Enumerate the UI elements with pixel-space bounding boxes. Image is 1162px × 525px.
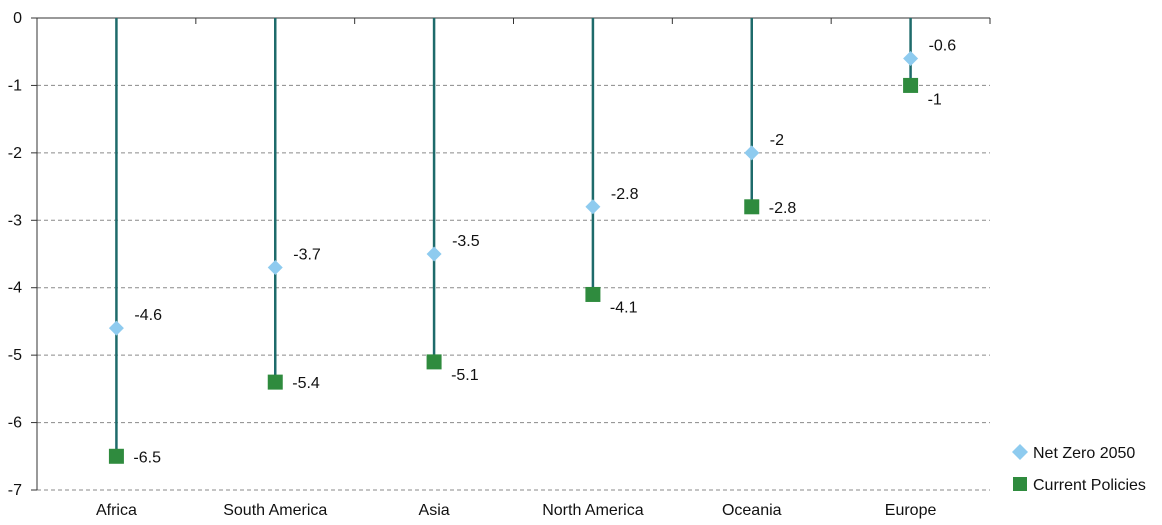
axes: 0 -1 -2 -3 -4 -5 -6 -7 Africa South America Asia No… bbox=[8, 10, 991, 519]
x-tick-label: Oceania bbox=[722, 502, 782, 519]
current-policies-label: -1 bbox=[928, 91, 942, 108]
legend: Net Zero 2050 Current Policies bbox=[1012, 444, 1146, 494]
y-tick-label: -5 bbox=[8, 347, 22, 364]
x-tick-label: Asia bbox=[419, 502, 450, 519]
data-marks bbox=[108, 50, 919, 464]
net-zero-label: -4.6 bbox=[134, 307, 162, 324]
current-policies-marker bbox=[267, 374, 283, 390]
legend-net-zero-icon bbox=[1012, 444, 1028, 460]
current-policies-marker bbox=[903, 77, 919, 93]
net-zero-label: -2 bbox=[770, 132, 784, 149]
y-tick-label: -7 bbox=[8, 482, 22, 499]
legend-current-policies-icon bbox=[1013, 477, 1027, 491]
current-policies-label: -4.1 bbox=[610, 299, 638, 316]
net-zero-label: -2.8 bbox=[611, 186, 639, 203]
data-labels: -4.6 -6.5 -3.7 -5.4 -3.5 -5.1 -2.8 -4.1 -2 -2.8 -0… bbox=[133, 37, 956, 466]
current-policies-label: -2.8 bbox=[769, 200, 797, 217]
x-tick-label: North America bbox=[542, 502, 643, 519]
net-zero-marker bbox=[903, 50, 919, 66]
y-tick-label: -3 bbox=[8, 212, 22, 229]
net-zero-marker bbox=[585, 199, 601, 215]
net-zero-marker bbox=[426, 246, 442, 262]
y-tick-label: -6 bbox=[8, 415, 22, 432]
net-zero-label: -3.5 bbox=[452, 233, 480, 250]
current-policies-marker bbox=[744, 199, 760, 215]
y-tick-label: -4 bbox=[8, 280, 22, 297]
x-tick-label: Africa bbox=[96, 502, 137, 519]
net-zero-label: -0.6 bbox=[929, 37, 957, 54]
y-tick-label: -1 bbox=[8, 77, 22, 94]
x-tick-label: Europe bbox=[885, 502, 937, 519]
gridlines bbox=[37, 84, 990, 491]
legend-net-zero-label: Net Zero 2050 bbox=[1033, 445, 1135, 462]
legend-current-policies-label: Current Policies bbox=[1033, 477, 1146, 494]
y-tick-label: 0 bbox=[13, 10, 22, 27]
net-zero-label: -3.7 bbox=[293, 246, 321, 263]
net-zero-marker bbox=[267, 259, 283, 275]
current-policies-label: -6.5 bbox=[133, 449, 161, 466]
current-policies-marker bbox=[585, 286, 601, 302]
current-policies-label: -5.1 bbox=[451, 367, 479, 384]
current-policies-marker bbox=[426, 354, 442, 370]
net-zero-marker bbox=[108, 320, 124, 336]
y-tick-label: -2 bbox=[8, 145, 22, 162]
x-tick-label: South America bbox=[223, 502, 327, 519]
stems bbox=[115, 18, 912, 457]
net-zero-marker bbox=[744, 145, 760, 161]
current-policies-marker bbox=[108, 448, 124, 464]
current-policies-label: -5.4 bbox=[292, 375, 320, 392]
